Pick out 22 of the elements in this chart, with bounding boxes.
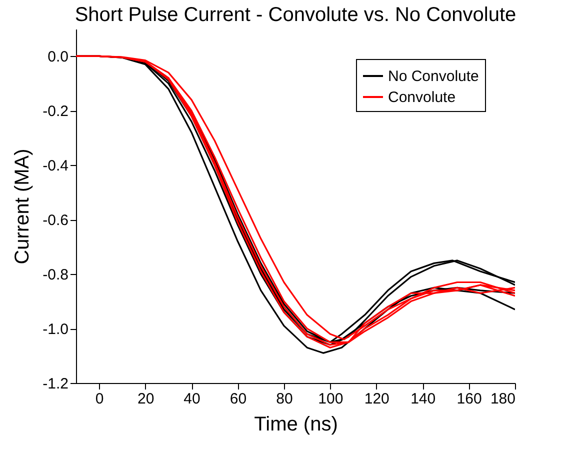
- x-tick-label: 80: [276, 390, 293, 408]
- y-axis-title: Current (MA): [12, 148, 34, 264]
- x-tick-label: 160: [456, 390, 482, 408]
- x-tick-label: 0: [95, 390, 104, 408]
- x-tick-label: 20: [137, 390, 154, 408]
- x-tick-label: 60: [230, 390, 247, 408]
- y-tick-label: -1.2: [42, 376, 68, 392]
- x-axis-title: Time (ns): [254, 414, 338, 436]
- x-tick-label: 180: [490, 390, 516, 408]
- legend-label: Convolute: [388, 89, 456, 106]
- chart-title: Short Pulse Current - Convolute vs. No Convolute: [74, 4, 516, 26]
- y-tick-label: -0.8: [42, 266, 68, 284]
- y-tick-label: 0.0: [48, 48, 68, 66]
- y-tick-label: -0.4: [42, 158, 68, 175]
- y-tick-label: -1.0: [42, 321, 68, 338]
- x-tick-label: 100: [318, 390, 344, 408]
- x-tick-label: 40: [184, 390, 200, 408]
- x-tick-label: 120: [364, 390, 390, 408]
- y-tick-label: -0.2: [42, 103, 68, 120]
- y-tick-label: -0.6: [42, 212, 68, 230]
- x-tick-label: 140: [410, 390, 436, 408]
- legend-label: No Convolute: [388, 68, 479, 85]
